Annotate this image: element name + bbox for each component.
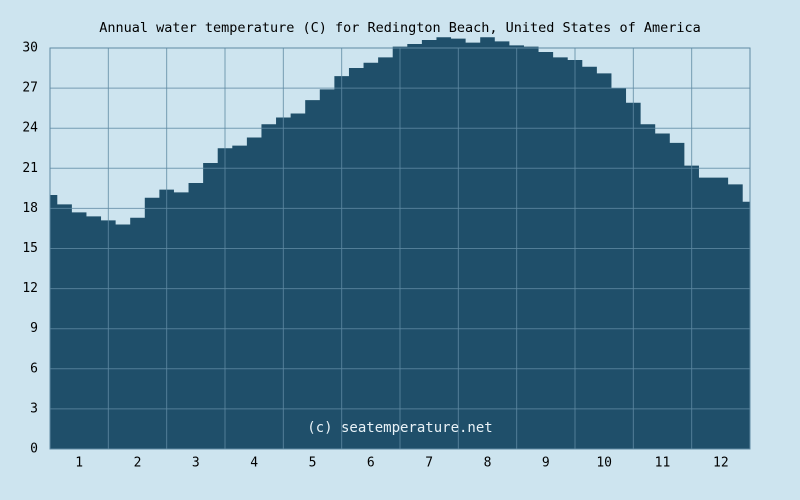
- y-tick-label: 9: [30, 321, 38, 336]
- x-tick-label: 2: [134, 456, 142, 471]
- x-tick-label: 9: [542, 456, 550, 471]
- y-tick-label: 6: [30, 361, 38, 376]
- chart-title: Annual water temperature (C) for Redingt…: [99, 20, 700, 36]
- y-tick-label: 27: [22, 81, 38, 96]
- x-tick-label: 1: [75, 456, 83, 471]
- y-tick-label: 15: [22, 241, 38, 256]
- y-tick-label: 18: [22, 201, 38, 216]
- x-tick-label: 4: [250, 456, 258, 471]
- y-tick-label: 24: [22, 121, 38, 136]
- x-tick-label: 5: [309, 456, 317, 471]
- y-tick-label: 3: [30, 401, 38, 416]
- x-tick-label: 7: [425, 456, 433, 471]
- y-tick-label: 21: [22, 161, 38, 176]
- plot-frame: [49, 47, 751, 450]
- x-tick-label: 6: [367, 456, 375, 471]
- y-tick-label: 30: [22, 41, 38, 56]
- y-tick-label: 0: [30, 442, 38, 457]
- watermark: (c) seatemperature.net: [307, 420, 492, 436]
- x-tick-label: 12: [713, 456, 729, 471]
- y-tick-label: 12: [22, 281, 38, 296]
- x-tick-label: 8: [484, 456, 492, 471]
- x-tick-label: 3: [192, 456, 200, 471]
- x-tick-label: 10: [596, 456, 612, 471]
- x-tick-label: 11: [655, 456, 671, 471]
